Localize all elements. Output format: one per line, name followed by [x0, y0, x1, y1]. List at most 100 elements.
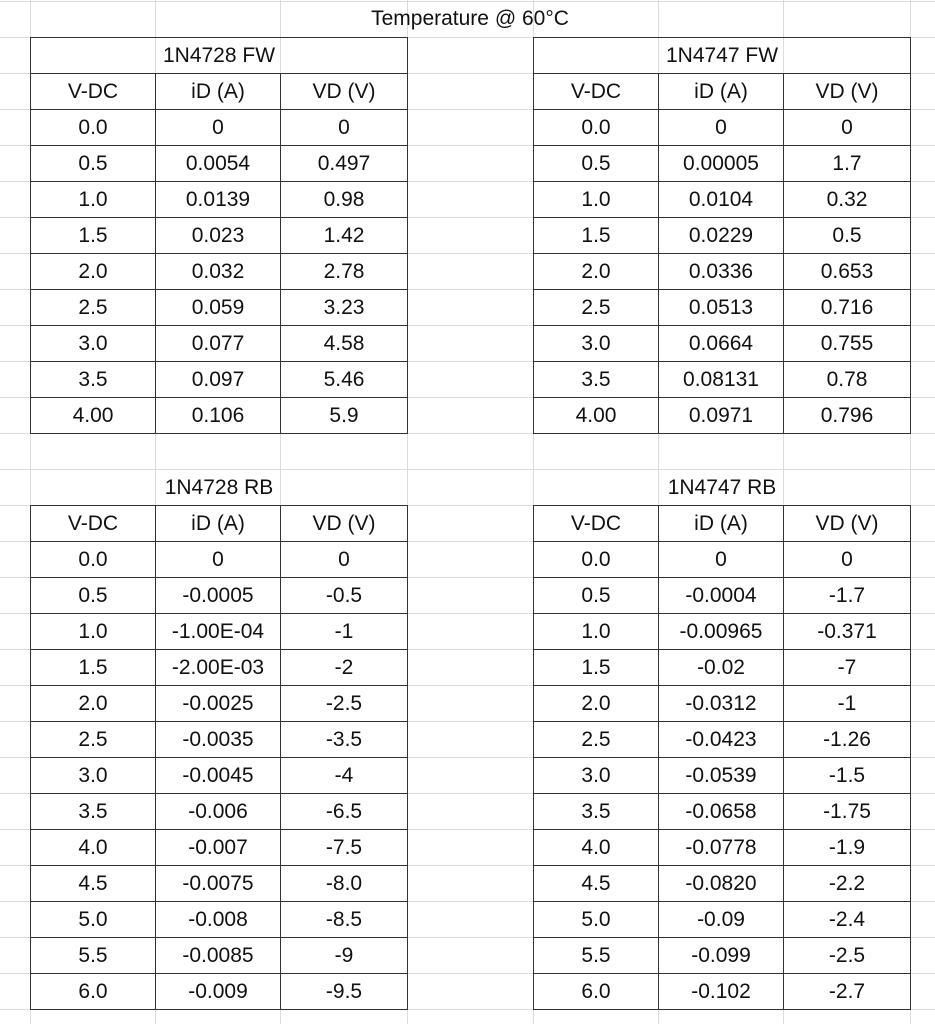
table-cell: 2.5 — [30, 721, 156, 758]
sheet-title: Temperature @ 60°C — [371, 7, 569, 30]
table-cell: -1.75 — [783, 793, 911, 830]
table-cell: 0.98 — [280, 181, 408, 218]
table-cell: -6.5 — [280, 793, 408, 830]
table-cell: 0.0 — [533, 541, 659, 578]
table-cell: 0.5 — [30, 145, 156, 182]
table-cell: 1.0 — [533, 181, 659, 218]
table-cell: 2.0 — [533, 685, 659, 722]
table-cell: 0.032 — [155, 253, 281, 290]
table-cell: 4.0 — [30, 829, 156, 866]
table-title: 1N4747 RB — [667, 475, 777, 499]
table-cell: -1 — [783, 685, 911, 722]
table-cell: -1.9 — [783, 829, 911, 866]
table-cell: -0.0045 — [155, 757, 281, 794]
table-cell: 6.0 — [30, 973, 156, 1010]
column-header: iD (A) — [658, 73, 784, 110]
table-cell: 0.097 — [155, 361, 281, 398]
table-cell: -0.0075 — [155, 865, 281, 902]
table-cell: 3.5 — [533, 361, 659, 398]
table-cell: -2.5 — [783, 937, 911, 974]
table-cell: 3.23 — [280, 289, 408, 326]
table-cell: -7 — [783, 649, 911, 686]
table-cell: 0.653 — [783, 253, 911, 290]
table-cell: -2.7 — [783, 973, 911, 1010]
table-cell: 0.0104 — [658, 181, 784, 218]
table-cell: -1.00E-04 — [155, 613, 281, 650]
table-cell: 0 — [280, 109, 408, 146]
table-cell: 1.0 — [533, 613, 659, 650]
table-cell: 4.5 — [30, 865, 156, 902]
table-cell: 2.78 — [280, 253, 408, 290]
table-cell: 5.5 — [533, 937, 659, 974]
table-cell: 3.0 — [30, 325, 156, 362]
table-cell: -4 — [280, 757, 408, 794]
table-cell: -0.0820 — [658, 865, 784, 902]
table-cell: -8.5 — [280, 901, 408, 938]
table-cell: -2.4 — [783, 901, 911, 938]
table-cell: -0.02 — [658, 649, 784, 686]
table-cell: 0 — [280, 541, 408, 578]
column-header: VD (V) — [280, 505, 408, 542]
table-cell: -0.0539 — [658, 757, 784, 794]
table-cell: -0.0658 — [658, 793, 784, 830]
table-cell: 0.0139 — [155, 181, 281, 218]
table-cell: 4.58 — [280, 325, 408, 362]
table-cell: 4.5 — [533, 865, 659, 902]
column-header: VD (V) — [783, 505, 911, 542]
table-cell: -0.0778 — [658, 829, 784, 866]
table-cell: 2.0 — [533, 253, 659, 290]
table-cell: 0.0336 — [658, 253, 784, 290]
table-cell: -9 — [280, 937, 408, 974]
column-header: VD (V) — [783, 73, 911, 110]
table-cell: -0.007 — [155, 829, 281, 866]
table-cell: 1.7 — [783, 145, 911, 182]
table-cell: 1.5 — [30, 217, 156, 254]
table-cell: 3.0 — [533, 325, 659, 362]
table-cell: -0.0035 — [155, 721, 281, 758]
table-cell: -2.00E-03 — [155, 649, 281, 686]
column-header: iD (A) — [658, 505, 784, 542]
table-cell: 0.0664 — [658, 325, 784, 362]
table-cell: 0.023 — [155, 217, 281, 254]
table-cell: 1.5 — [533, 217, 659, 254]
table-cell: 0 — [658, 109, 784, 146]
table-cell: 1.5 — [533, 649, 659, 686]
table-cell: -3.5 — [280, 721, 408, 758]
table-cell: 0.059 — [155, 289, 281, 326]
table-cell: 0 — [155, 541, 281, 578]
table-cell: -0.09 — [658, 901, 784, 938]
table-cell: 1.5 — [30, 649, 156, 686]
table-cell: -0.009 — [155, 973, 281, 1010]
table-cell: 5.0 — [30, 901, 156, 938]
table-cell: -0.006 — [155, 793, 281, 830]
table-cell: 0.0054 — [155, 145, 281, 182]
table-cell: -0.0004 — [658, 577, 784, 614]
table-cell: -1.7 — [783, 577, 911, 614]
table-cell: 5.46 — [280, 361, 408, 398]
table-cell: 2.5 — [30, 289, 156, 326]
table-cell: 0.0 — [533, 109, 659, 146]
column-header: VD (V) — [280, 73, 408, 110]
table-cell: 3.5 — [30, 361, 156, 398]
table-cell: 0.716 — [783, 289, 911, 326]
table-cell: -0.0085 — [155, 937, 281, 974]
table-cell: 0.0 — [30, 541, 156, 578]
table-cell: 1.0 — [30, 613, 156, 650]
table-cell: 5.0 — [533, 901, 659, 938]
table-cell: -1.5 — [783, 757, 911, 794]
table-cell: 0.08131 — [658, 361, 784, 398]
table-cell: 3.5 — [533, 793, 659, 830]
table-cell: 0.00005 — [658, 145, 784, 182]
table-title: 1N4728 FW — [30, 37, 408, 74]
table-cell: 3.5 — [30, 793, 156, 830]
table-cell: 0.5 — [30, 577, 156, 614]
table-cell: 0.497 — [280, 145, 408, 182]
table-cell: 6.0 — [533, 973, 659, 1010]
table-cell: 5.9 — [280, 397, 408, 434]
table-cell: 0.0971 — [658, 397, 784, 434]
table-cell: 0.755 — [783, 325, 911, 362]
table-cell: 2.0 — [30, 253, 156, 290]
table-cell: -0.5 — [280, 577, 408, 614]
table-cell: 0.077 — [155, 325, 281, 362]
column-header: iD (A) — [155, 505, 281, 542]
